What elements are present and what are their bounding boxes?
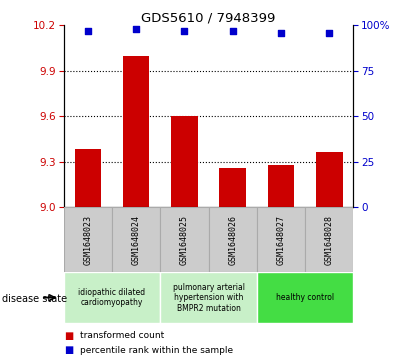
Text: idiopathic dilated
cardiomyopathy: idiopathic dilated cardiomyopathy [79,288,145,307]
Point [229,28,236,34]
Bar [160,272,257,323]
Text: GSM1648025: GSM1648025 [180,215,189,265]
Text: healthy control: healthy control [276,293,334,302]
Text: GSM1648026: GSM1648026 [228,215,237,265]
Point [181,28,188,34]
Bar [209,207,257,272]
Bar [171,116,198,207]
Bar [123,56,150,207]
Text: GSM1648028: GSM1648028 [325,215,334,265]
Bar [268,164,294,207]
Bar [257,207,305,272]
Text: ■: ■ [64,345,73,355]
Text: disease state: disease state [2,294,67,304]
Bar [305,207,353,272]
Point [278,30,284,36]
Text: GSM1648027: GSM1648027 [277,215,286,265]
Bar [74,150,101,207]
Bar [316,152,343,207]
Point [85,28,91,34]
Text: GSM1648023: GSM1648023 [83,215,92,265]
Text: percentile rank within the sample: percentile rank within the sample [80,346,233,355]
Point [326,30,332,36]
Bar [64,272,160,323]
Bar [219,168,246,207]
Bar [112,207,160,272]
Bar [64,207,112,272]
Text: pulmonary arterial
hypertension with
BMPR2 mutation: pulmonary arterial hypertension with BMP… [173,283,245,313]
Text: ■: ■ [64,331,73,341]
Bar [160,207,209,272]
Bar [257,272,353,323]
Title: GDS5610 / 7948399: GDS5610 / 7948399 [141,11,276,24]
Text: transformed count: transformed count [80,331,164,340]
Point [133,26,139,32]
Text: GSM1648024: GSM1648024 [132,215,141,265]
